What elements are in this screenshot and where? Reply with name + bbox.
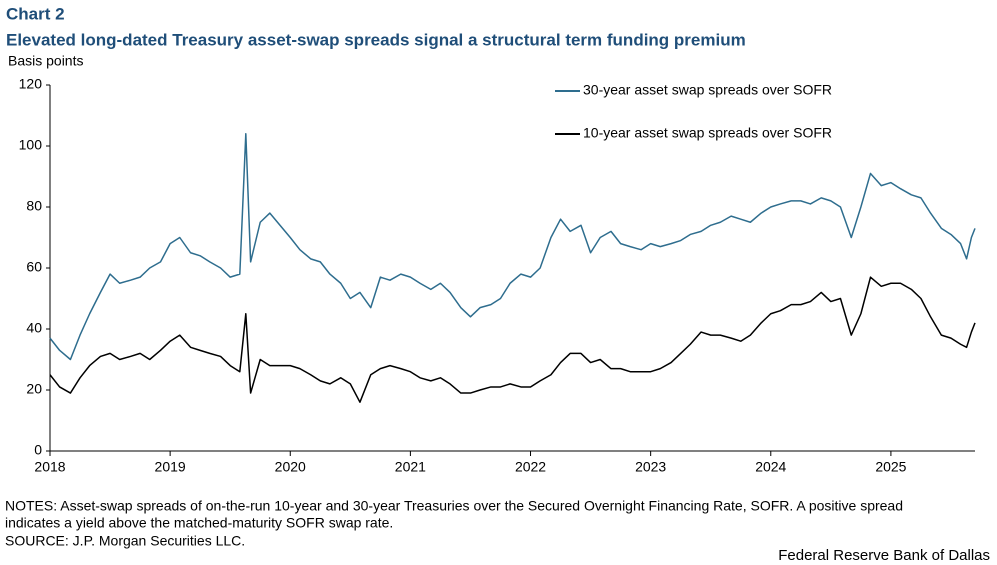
y-tick-label: 60 [26,259,42,275]
x-tick-label: 2021 [395,459,426,475]
x-tick-label: 2019 [155,459,186,475]
source: SOURCE: J.P. Morgan Securities LLC. [5,533,245,549]
legend-label: 10-year asset swap spreads over SOFR [583,125,832,141]
x-tick-label: 2023 [635,459,666,475]
data-line [49,276,976,403]
y-tick-label: 100 [19,137,43,153]
y-tick-label: 0 [34,442,42,458]
chart-label: Chart 2 [6,4,65,23]
credit: Federal Reserve Bank of Dallas [778,547,990,564]
x-tick-label: 2022 [515,459,546,475]
notes: NOTES: Asset-swap spreads of on-the-run … [5,498,903,514]
x-tick-label: 2024 [755,459,786,475]
notes: indicates a yield above the matched-matu… [5,515,393,531]
y-axis-title: Basis points [8,53,83,69]
x-tick-label: 2020 [275,459,306,475]
y-tick-label: 80 [26,198,42,214]
legend-label: 30-year asset swap spreads over SOFR [583,82,832,98]
x-tick-label: 2025 [875,459,906,475]
chart-title: Elevated long-dated Treasury asset-swap … [6,30,746,49]
y-tick-label: 40 [26,320,42,336]
data-line [49,133,976,361]
y-tick-label: 120 [19,76,43,92]
y-tick-label: 20 [26,381,42,397]
x-tick-label: 2018 [34,459,65,475]
